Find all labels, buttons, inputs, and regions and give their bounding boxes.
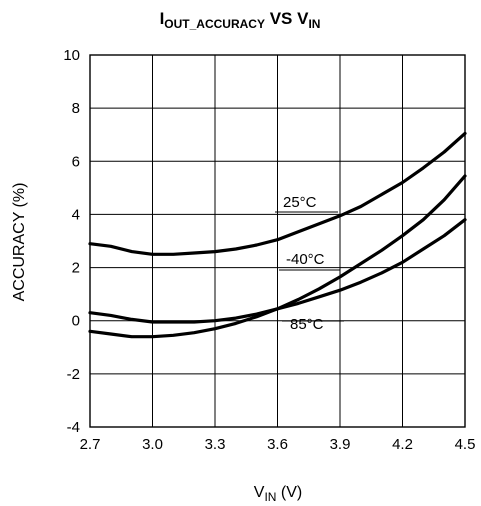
series-label-minus40c: -40°C xyxy=(286,251,325,268)
y-tick-label: 6 xyxy=(72,153,80,170)
x-axis-label: VIN (V) xyxy=(254,484,302,504)
y-tick-label: 4 xyxy=(72,206,80,223)
y-tick-label: -2 xyxy=(67,366,80,383)
chart-title-subscript-2: IN xyxy=(308,17,320,31)
plot-frame xyxy=(89,54,466,428)
y-tick-label: 0 xyxy=(72,313,80,330)
grid xyxy=(89,54,466,428)
series-line-85c xyxy=(88,218,467,324)
y-tick-label: 8 xyxy=(72,100,80,117)
x-tick-label: 3.6 xyxy=(267,436,288,453)
tick-labels: 2.7 3.0 3.3 3.6 3.9 4.2 4.5 -4 -2 0 2 4 6 8 10 xyxy=(63,47,475,453)
series-line-25c xyxy=(88,131,467,256)
y-tick-label: 10 xyxy=(63,47,80,64)
y-axis-label: ACCURACY (%) xyxy=(11,183,28,302)
y-tick-label: -4 xyxy=(67,419,80,436)
series-lines xyxy=(88,131,467,339)
series-label-85c: 85°C xyxy=(290,316,324,333)
x-tick-label: 3.9 xyxy=(330,436,351,453)
x-axis-label-subscript: IN xyxy=(264,490,276,504)
x-tick-label: 4.5 xyxy=(455,436,476,453)
x-tick-label: 2.7 xyxy=(80,436,101,453)
y-tick-label: 2 xyxy=(72,260,80,277)
chart-title: IOUT_ACCURACY VS VIN xyxy=(160,9,321,31)
x-tick-label: 3.0 xyxy=(142,436,163,453)
series-labels: 25°C -40°C 85°C xyxy=(275,194,344,333)
x-tick-label: 4.2 xyxy=(392,436,413,453)
series-label-25c: 25°C xyxy=(283,194,317,211)
chart-title-subscript: OUT_ACCURACY xyxy=(164,17,265,31)
x-tick-label: 3.3 xyxy=(205,436,226,453)
